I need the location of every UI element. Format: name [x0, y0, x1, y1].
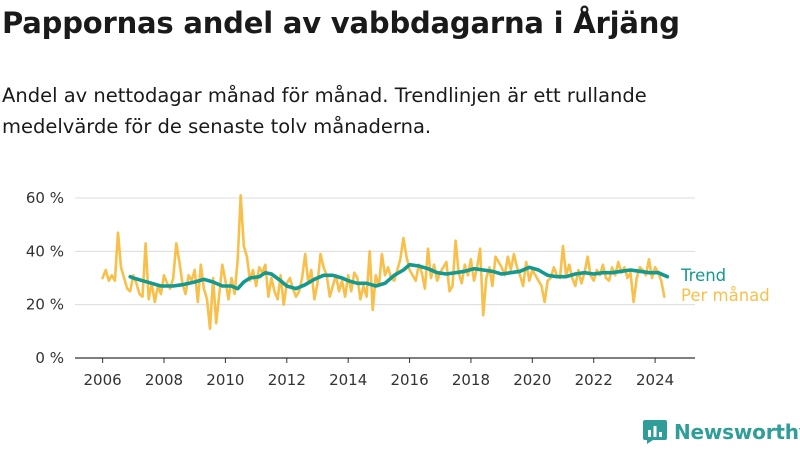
y-axis-ticks: 0 % 20 % 40 % 60 %	[26, 189, 64, 367]
x-tick-label: 2010	[206, 371, 244, 389]
y-tick-label: 60 %	[26, 189, 64, 207]
x-tick-label: 2022	[575, 371, 613, 389]
newsworthy-logo-icon	[643, 420, 667, 444]
y-tick-label: 0 %	[35, 349, 64, 367]
x-tick-label: 2014	[329, 371, 367, 389]
x-tick-label: 2016	[390, 371, 428, 389]
series-lines	[101, 194, 670, 330]
brand-logo: Newsworthy	[643, 420, 800, 444]
brand-name: Newsworthy	[674, 420, 800, 444]
trend-series-line	[128, 262, 670, 291]
x-tick-label: 2008	[145, 371, 183, 389]
y-tick-label: 20 %	[26, 296, 64, 314]
x-axis-ticks: 2006 2008 2010 2012 2014 2016 2018 2020 2022 2024	[84, 358, 674, 389]
chart-subtitle: Andel av nettodagar månad för månad. Tre…	[2, 84, 647, 138]
y-tick-label: 40 %	[26, 242, 64, 260]
grid-lines	[75, 197, 695, 359]
line-chart: 0 % 20 % 40 % 60 % 2006 2008 2010 2012 2014 2016…	[26, 189, 770, 389]
page-title: Pappornas andel av vabbdagarna i Årjäng	[2, 6, 680, 40]
legend-per-manad: Per månad	[681, 286, 770, 305]
x-tick-label: 2012	[268, 371, 306, 389]
legend-trend: Trend	[680, 266, 726, 285]
x-tick-label: 2020	[513, 371, 551, 389]
x-tick-label: 2018	[452, 371, 490, 389]
x-tick-label: 2024	[636, 371, 674, 389]
x-tick-label: 2006	[84, 371, 122, 389]
monthly-series-line	[101, 194, 666, 330]
